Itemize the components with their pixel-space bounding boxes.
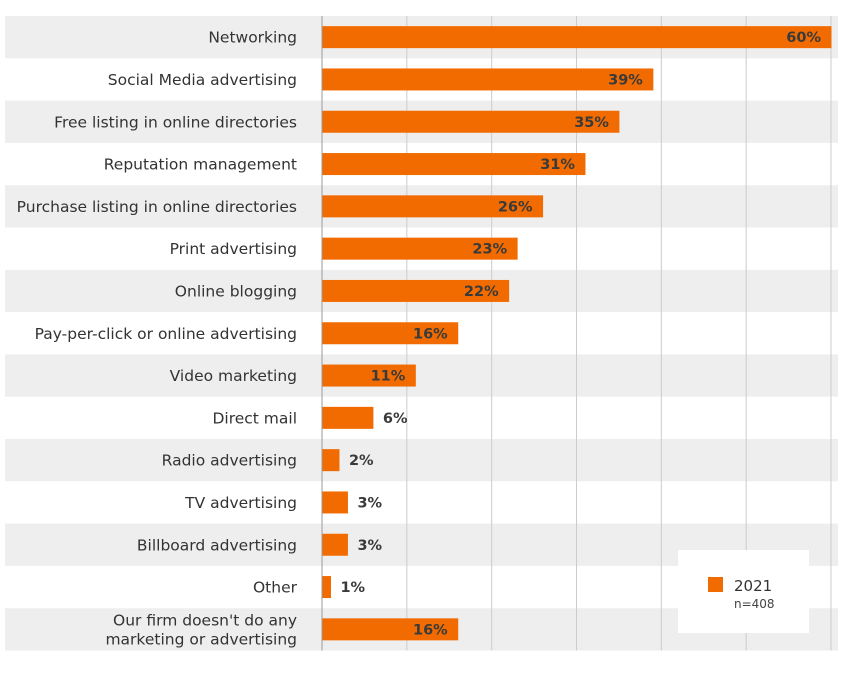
bar [322, 618, 459, 641]
bar [322, 279, 510, 302]
category-label-line: Video marketing [170, 367, 297, 385]
value-labels: 60% 39% 35% 31% 26% 23% 22% 16% 11% 6% 2% 3% 3% 1% 16% [340, 30, 821, 638]
bar [322, 322, 459, 345]
bar [322, 195, 544, 218]
category-label: Pay-per-click or online advertising [35, 325, 297, 343]
category-labels: Networking Social Media advertising Free l… [17, 29, 298, 649]
category-label: Other [253, 579, 298, 597]
category-label-line: marketing or advertising [105, 630, 297, 648]
value-label: 16% [413, 622, 448, 638]
category-label-line: Radio advertising [162, 452, 297, 470]
row-stripe [5, 354, 838, 397]
category-label: Our firm doesn't do any marketing or adve… [105, 611, 297, 648]
category-label-line: Free listing in online directories [54, 113, 297, 131]
bar [322, 406, 374, 429]
category-label: Networking [208, 29, 297, 47]
legend-swatch [708, 577, 723, 592]
category-label: Free listing in online directories [54, 113, 297, 131]
bar [322, 68, 654, 91]
category-label-line: Pay-per-click or online advertising [35, 325, 297, 343]
value-label: 39% [608, 72, 643, 88]
category-label: Reputation management [104, 156, 297, 174]
category-label: Online blogging [175, 282, 297, 300]
bar [322, 110, 620, 133]
value-label: 60% [786, 30, 821, 46]
category-label-line: Purchase listing in online directories [17, 198, 297, 216]
value-label: 23% [472, 242, 507, 258]
category-label: Direct mail [212, 409, 297, 427]
value-label: 3% [357, 495, 382, 511]
bar [322, 364, 416, 387]
category-label: Print advertising [170, 240, 297, 258]
row-stripe [5, 439, 838, 482]
category-label: Radio advertising [162, 452, 297, 470]
category-label-line: Online blogging [175, 282, 297, 300]
value-label: 22% [464, 284, 499, 300]
value-label: 3% [357, 538, 382, 554]
bar [322, 26, 832, 49]
category-label: Billboard advertising [137, 536, 297, 554]
category-label: Purchase listing in online directories [17, 198, 297, 216]
category-label-line: Reputation management [104, 156, 297, 174]
legend-series-name: 2021 [734, 577, 772, 595]
category-label: Social Media advertising [108, 71, 297, 89]
value-label: 35% [574, 115, 609, 131]
category-label-line: TV advertising [184, 494, 297, 512]
bar [322, 237, 518, 260]
legend-box [678, 550, 809, 633]
bar [322, 576, 331, 599]
legend: 2021 n=408 [678, 550, 809, 633]
row-stripes [5, 16, 838, 651]
category-label-line: Other [253, 579, 298, 597]
category-label-line: Billboard advertising [137, 536, 297, 554]
bars [322, 26, 832, 641]
category-label: Video marketing [170, 367, 297, 385]
category-label-line: Networking [208, 29, 297, 47]
bar [322, 449, 340, 472]
bar [322, 533, 348, 556]
category-label-line: Print advertising [170, 240, 297, 258]
value-label: 11% [371, 369, 406, 385]
value-label: 26% [498, 199, 533, 215]
category-label-line: Direct mail [212, 409, 297, 427]
bar [322, 153, 586, 176]
category-label-line: Our firm doesn't do any [113, 611, 297, 629]
value-label: 1% [340, 580, 365, 596]
legend-sample-size: n=408 [734, 597, 775, 611]
category-label-line: Social Media advertising [108, 71, 297, 89]
value-label: 16% [413, 326, 448, 342]
bar [322, 491, 348, 514]
value-label: 2% [349, 453, 374, 469]
value-label: 6% [383, 411, 408, 427]
value-label: 31% [540, 157, 575, 173]
category-label: TV advertising [184, 494, 297, 512]
